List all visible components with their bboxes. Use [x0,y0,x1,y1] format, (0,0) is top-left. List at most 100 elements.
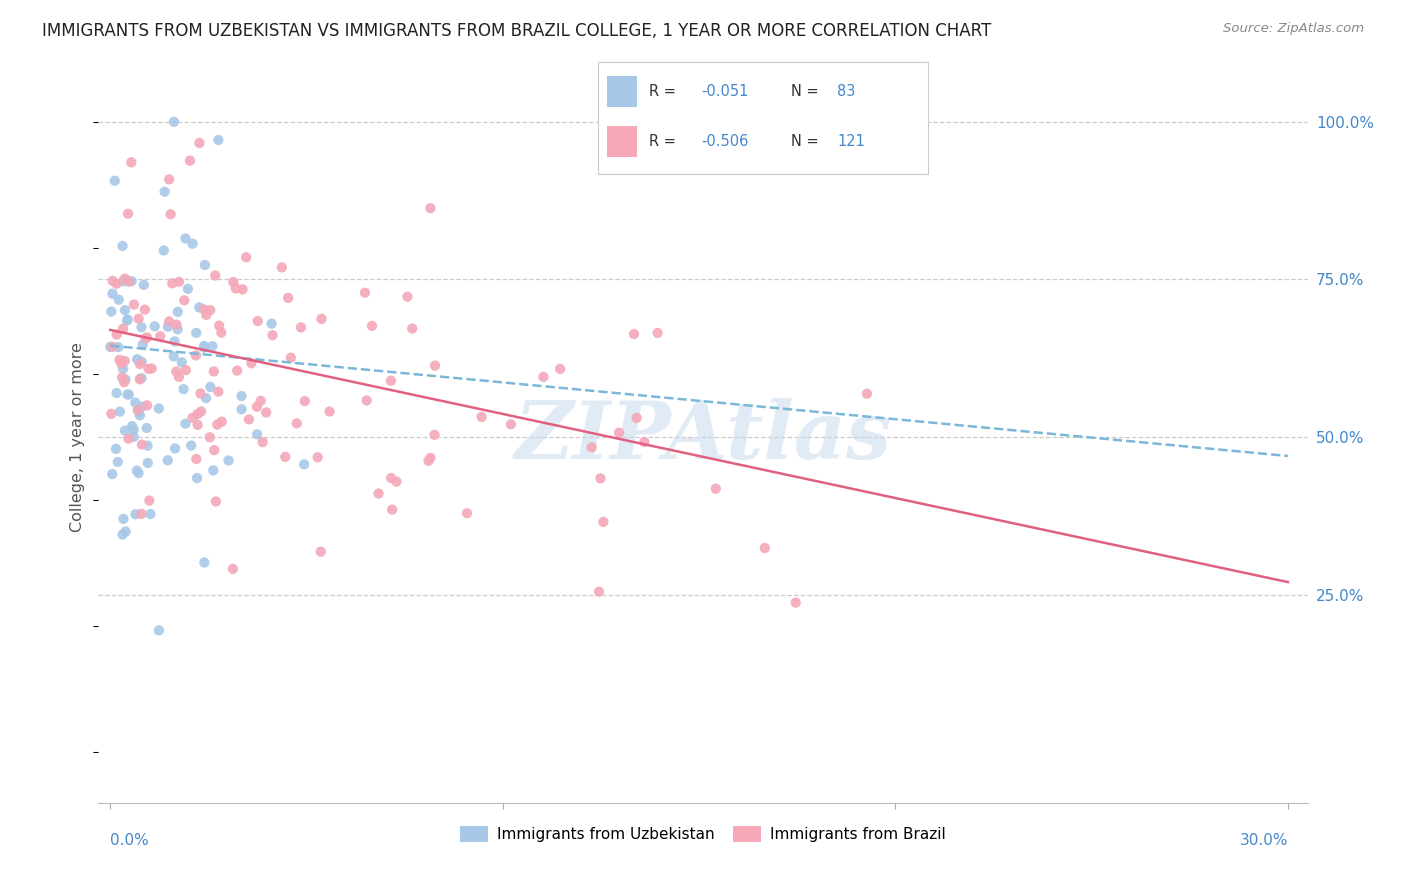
Point [589,471,612,485]
Point [132,277,155,292]
Point [274,450,297,464]
Point [135,421,157,435]
Text: N =: N = [790,84,818,99]
Point [186,407,208,421]
Point [127,404,149,418]
Point [107,293,129,307]
Point [200,380,222,394]
Point [607,425,630,440]
Point [318,404,340,418]
Point [181,410,204,425]
Point [207,384,229,399]
Point [163,350,186,364]
Text: 83: 83 [837,84,855,99]
Point [174,231,197,245]
Text: -0.506: -0.506 [702,134,749,149]
Point [307,450,329,465]
Point [252,435,274,450]
Point [101,467,124,481]
Point [290,320,312,334]
FancyBboxPatch shape [607,76,637,107]
Point [131,400,153,414]
Point [188,301,211,315]
Point [120,155,142,169]
Point [114,524,136,539]
Point [401,321,423,335]
Point [115,313,138,327]
Point [548,362,571,376]
Point [226,363,249,377]
Point [260,317,283,331]
Point [173,382,195,396]
Point [285,417,308,431]
Point [222,275,245,289]
Point [623,327,645,342]
Point [117,432,139,446]
Point [166,322,188,336]
Point [156,453,179,467]
Point [122,423,145,437]
Point [240,356,263,370]
Point [423,359,446,373]
Point [633,435,655,450]
Point [153,185,176,199]
Point [231,282,253,296]
Point [380,374,402,388]
Point [270,260,292,275]
Point [231,389,253,403]
Point [111,239,134,253]
Point [193,339,215,353]
Point [354,285,377,300]
Point [141,361,163,376]
Point [856,386,879,401]
Point [499,417,522,432]
Point [111,527,134,541]
Point [190,404,212,418]
Point [193,556,215,570]
Point [117,387,139,401]
Point [188,136,211,150]
Point [165,318,187,332]
Point [294,394,316,409]
Point [136,456,159,470]
Point [136,330,159,344]
Point [280,351,302,365]
Point [165,442,187,456]
Point [201,339,224,353]
Point [471,409,494,424]
Point [111,370,134,384]
Point [380,471,402,485]
Point [174,363,197,377]
Point [127,403,149,417]
Point [381,502,404,516]
Point [134,331,156,345]
Point [104,174,127,188]
Point [112,321,135,335]
Point [128,466,150,480]
Point [186,471,208,485]
Point [114,271,136,285]
Point [170,355,193,369]
Text: ZIPAtlas: ZIPAtlas [515,399,891,475]
Text: 0.0%: 0.0% [110,833,149,848]
Point [456,506,478,520]
Point [581,440,603,454]
Point [131,437,153,451]
Point [159,207,181,221]
Point [181,236,204,251]
Text: IMMIGRANTS FROM UZBEKISTAN VS IMMIGRANTS FROM BRAZIL COLLEGE, 1 YEAR OR MORE COR: IMMIGRANTS FROM UZBEKISTAN VS IMMIGRANTS… [42,22,991,40]
Point [124,508,146,522]
Point [205,494,228,508]
Point [177,282,200,296]
Point [136,398,159,412]
Point [131,371,153,385]
Point [143,319,166,334]
Point [186,326,208,340]
Point [249,393,271,408]
Point [202,443,225,458]
Point [195,308,218,322]
Point [225,281,247,295]
Point [149,329,172,343]
Text: 30.0%: 30.0% [1240,833,1288,848]
Point [101,274,124,288]
